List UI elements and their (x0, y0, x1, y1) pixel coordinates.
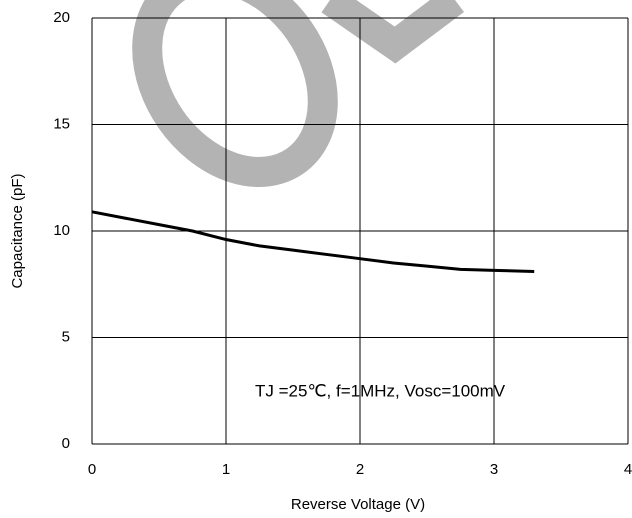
watermark (132, 0, 464, 187)
x-tick-label: 2 (356, 461, 364, 478)
y-axis-label: Capacitance (pF) (9, 173, 26, 288)
y-tick-label: 15 (53, 115, 70, 132)
line-series (91, 210, 535, 273)
x-tick-label: 1 (222, 461, 230, 478)
y-tick-label: 0 (62, 435, 70, 452)
x-tick-label: 0 (88, 461, 96, 478)
y-tick-label: 10 (53, 222, 70, 239)
x-axis-label: Reverse Voltage (V) (291, 496, 425, 513)
annotation: TJ =25℃, f=1MHz, Vosc=100mV (255, 381, 506, 400)
x-tick-label: 4 (624, 461, 632, 478)
y-tick-label: 20 (53, 9, 70, 26)
x-tick-label: 3 (490, 461, 498, 478)
y-tick-label: 5 (62, 328, 70, 345)
